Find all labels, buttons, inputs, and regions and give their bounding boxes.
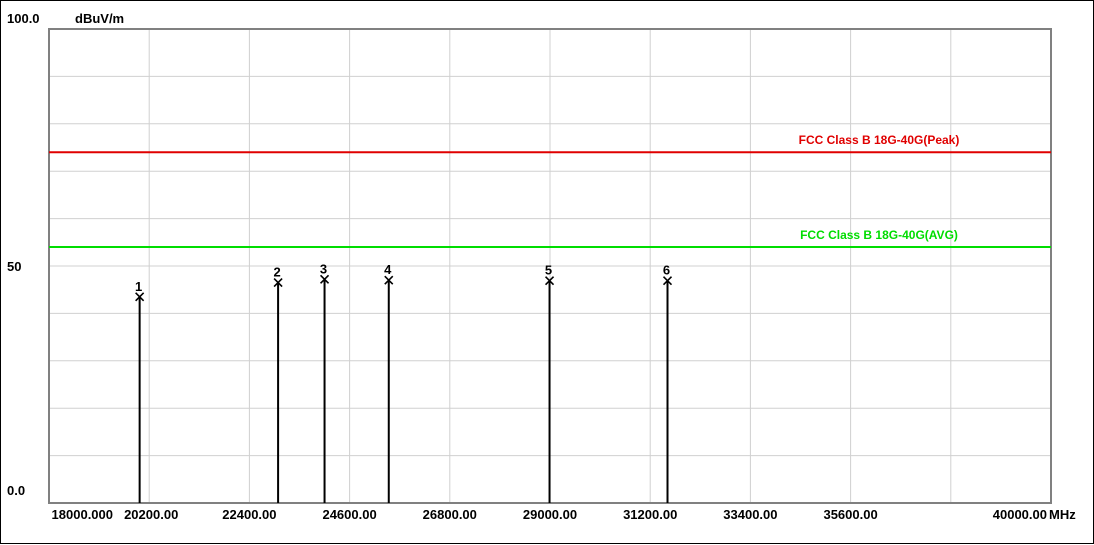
x-tick-label: 26800.00 — [423, 507, 477, 522]
x-tick-label: 18000.000 — [52, 507, 113, 522]
marker-label-1: 1 — [135, 279, 142, 294]
marker-cross-2 — [273, 278, 283, 288]
x-axis-ticks: 18000.000 20200.00 22400.00 24600.00 26800.0… — [52, 507, 1047, 522]
marker-cross-3 — [319, 274, 330, 284]
limit-lines: FCC Class B 18G-40G(Peak) FCC Class B 18G… — [49, 133, 1051, 249]
marker-label-5: 5 — [545, 263, 552, 278]
marker-label-3: 3 — [320, 261, 327, 276]
marker-label-2: 2 — [273, 265, 280, 280]
x-tick-label: 33400.00 — [723, 507, 777, 522]
marker-cross-6 — [662, 276, 673, 286]
x-tick-label: 24600.00 — [322, 507, 376, 522]
marker-label-4: 4 — [384, 262, 392, 277]
marker-cross-1 — [135, 292, 145, 302]
x-tick-label: 29000.00 — [523, 507, 577, 522]
y-axis-unit-label: dBuV/m — [75, 11, 124, 26]
y-tick-label: 50 — [7, 259, 21, 274]
limit-line-label-2: FCC Class B 18G-40G(AVG) — [800, 228, 958, 242]
x-tick-label: 20200.00 — [124, 507, 178, 522]
y-tick-label: 100.0 — [7, 11, 40, 26]
marker-cross-4 — [384, 275, 394, 285]
y-axis-ticks: 100.0 50 0.0 — [7, 11, 40, 498]
x-tick-label: 35600.00 — [823, 507, 877, 522]
y-tick-label: 0.0 — [7, 483, 25, 498]
x-tick-label: 40000.00 — [993, 507, 1047, 522]
x-tick-label: 31200.00 — [623, 507, 677, 522]
x-tick-label: 22400.00 — [222, 507, 276, 522]
limit-line-label-1: FCC Class B 18G-40G(Peak) — [799, 133, 960, 147]
marker-label-6: 6 — [663, 263, 670, 278]
markers: 1 2 3 4 5 6 — [135, 261, 673, 503]
marker-cross-5 — [544, 276, 555, 286]
x-axis-unit-label: MHz — [1049, 507, 1076, 522]
